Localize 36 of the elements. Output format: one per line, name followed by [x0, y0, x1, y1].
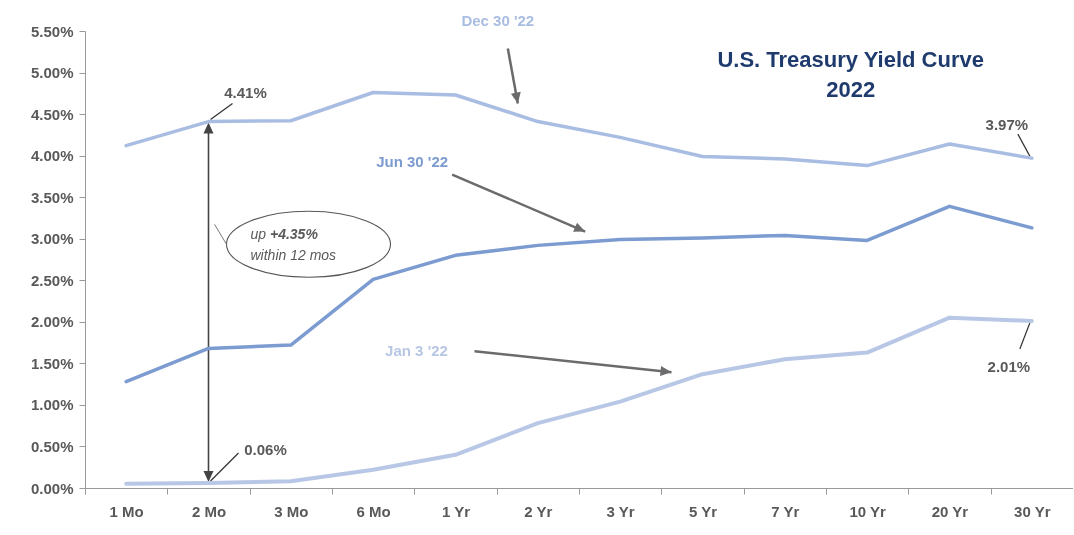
annotation: 2.01% — [987, 357, 1031, 375]
x-tick-label: 3 Mo — [274, 502, 309, 520]
x-tick-label: 1 Mo — [109, 502, 144, 520]
text: Dec 30 '22 — [461, 11, 535, 29]
y-tick-label: 1.50% — [30, 354, 74, 372]
annotation: 4.41% — [224, 83, 267, 101]
y-tick-label: 3.50% — [30, 188, 74, 206]
x-tick-label: 5 Yr — [688, 502, 718, 520]
y-tick-label: 2.50% — [30, 271, 74, 289]
x-tick-label: 2 Mo — [191, 502, 227, 520]
annotation: 3.97% — [985, 116, 1029, 134]
y-tick-label: 4.00% — [30, 147, 74, 165]
x-tick-label: 6 Mo — [356, 502, 391, 520]
y-tick-label: 5.00% — [30, 64, 74, 82]
text: Jan 3 '22 — [385, 342, 448, 360]
annotation: 0.06% — [244, 441, 287, 459]
text: U.S. Treasury Yield Curve — [717, 47, 984, 72]
y-tick-label: 5.50% — [30, 22, 74, 40]
y-tick-label: 0.50% — [30, 437, 74, 455]
x-tick-label: 10 Yr — [849, 502, 887, 520]
y-tick-label: 2.00% — [30, 313, 74, 331]
y-tick-label: 4.50% — [30, 105, 74, 123]
x-tick-label: 1 Yr — [441, 502, 471, 520]
line-series — [124, 204, 1034, 384]
y-tick-label: 3.00% — [30, 230, 74, 248]
x-tick-label: 20 Yr — [931, 502, 969, 520]
text: Jun 30 '22 — [376, 152, 449, 170]
x-tick-label: 2 Yr — [524, 502, 553, 520]
y-tick-label: 1.00% — [30, 396, 74, 414]
x-tick-label: 7 Yr — [771, 502, 800, 520]
text: 2022 — [826, 77, 876, 102]
x-tick-label: 3 Yr — [606, 502, 635, 520]
y-tick-label: 0.00% — [30, 479, 74, 497]
annotation: up +4.35% within 12 mos — [250, 226, 337, 264]
x-tick-label: 30 Yr — [1014, 502, 1051, 520]
line-series — [124, 315, 1034, 486]
